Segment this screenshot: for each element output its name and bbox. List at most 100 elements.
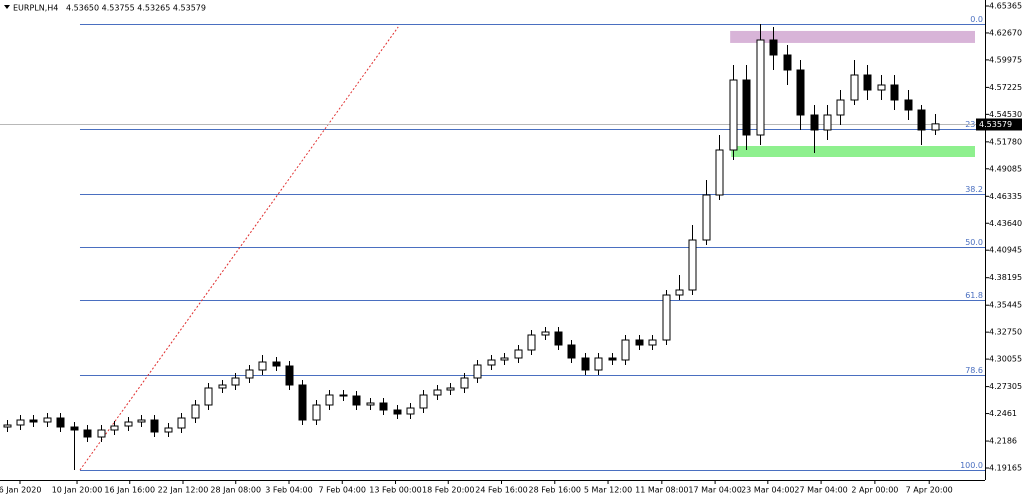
candle-body [419, 394, 428, 409]
candle-body [688, 239, 697, 291]
candle-body [352, 395, 361, 406]
candle-body [823, 114, 832, 131]
x-tick-label: 18 Feb 20:00 [422, 486, 474, 495]
candle-body [272, 361, 281, 367]
x-tick-label: 16 Jan 16:00 [104, 486, 155, 495]
candle-body [567, 344, 576, 359]
candle-body [796, 69, 805, 116]
y-tick-label: 4.19165 [989, 464, 1022, 473]
x-tick-label: 10 Jan 20:00 [52, 486, 103, 495]
y-tick-label: 4.2461 [989, 409, 1017, 418]
candle-body [218, 384, 227, 389]
candle-body [285, 365, 294, 386]
y-tick-label: 4.59975 [989, 55, 1022, 64]
x-tick-label: 27 Mar 04:00 [794, 486, 847, 495]
candle-body [29, 419, 38, 423]
x-tick-label: 23 Mar 04:00 [741, 486, 794, 495]
y-tick-label: 4.35445 [989, 301, 1022, 310]
candle-body [433, 389, 442, 396]
x-tick-label: 6 Jan 2020 [0, 486, 41, 495]
candle-body [245, 369, 254, 379]
candle-body [3, 424, 12, 428]
x-tick-label: 11 Mar 08:00 [635, 486, 688, 495]
candle-body [662, 294, 671, 341]
candle-body [715, 149, 724, 196]
candle-body [191, 404, 200, 419]
current-price-label: 4.53579 [979, 120, 1012, 129]
candle-body [581, 357, 590, 371]
candle-body [931, 123, 940, 131]
fib-label: 100.0 [960, 461, 983, 470]
candle-body [729, 79, 738, 151]
candle-body [554, 331, 563, 346]
symbol-menu-arrow[interactable] [4, 5, 10, 9]
x-tick-label: 3 Feb 04:00 [265, 486, 312, 495]
y-tick-label: 4.62670 [989, 28, 1022, 37]
x-tick-label: 2 Apr 00:00 [851, 486, 898, 495]
candle-body [675, 289, 684, 296]
y-tick-label: 4.32750 [989, 328, 1022, 337]
candle-body [863, 74, 872, 91]
candle-body [124, 421, 133, 427]
candle-body [917, 109, 926, 131]
trendline [79, 26, 399, 471]
x-tick-label: 28 Jan 08:00 [210, 486, 261, 495]
candle-body [527, 334, 536, 351]
y-tick-label: 4.2186 [989, 437, 1017, 446]
candle-body [648, 339, 657, 346]
candle-body [541, 331, 550, 336]
fib-label: 50.0 [965, 238, 983, 247]
x-tick-label: 7 Apr 20:00 [906, 486, 953, 495]
fib-label: 78.6 [965, 366, 983, 375]
candle-body [83, 429, 92, 438]
candle-body [312, 404, 321, 421]
candle-body [406, 407, 415, 415]
candle-body [810, 114, 819, 131]
candle-body [177, 417, 186, 429]
x-tick-label: 22 Jan 12:00 [158, 486, 209, 495]
fib-label: 38.2 [965, 185, 983, 194]
candle-body [298, 384, 307, 421]
candle-body [137, 419, 146, 423]
zone [731, 146, 975, 157]
symbol: EURPLN,H4 [13, 4, 58, 13]
fib-label: 0.0 [970, 15, 983, 24]
x-tick-label: 28 Feb 16:00 [529, 486, 581, 495]
x-tick-label: 5 Mar 12:00 [584, 486, 632, 495]
candle-body [850, 74, 859, 101]
candle-body [339, 394, 348, 397]
candle-body [500, 357, 509, 361]
candle-body [904, 99, 913, 111]
candle-body [110, 425, 119, 431]
candle-body [473, 364, 482, 379]
zone [730, 30, 975, 43]
x-tick-label: 13 Feb 00:00 [369, 486, 421, 495]
candle-body [446, 387, 455, 391]
y-tick-label: 4.65365 [989, 2, 1022, 11]
y-tick-label: 4.38195 [989, 273, 1022, 282]
candle-body [769, 39, 778, 56]
candle-body [164, 427, 173, 433]
candle-body [890, 84, 899, 101]
y-tick-label: 4.51780 [989, 137, 1022, 146]
candle-body [258, 361, 267, 371]
candle-body [379, 402, 388, 411]
candle-body [366, 402, 375, 406]
y-tick-label: 4.27305 [989, 382, 1022, 391]
candle-body [742, 79, 751, 136]
candle-body [56, 417, 65, 428]
candle-body [608, 357, 617, 361]
candle-body [150, 419, 159, 433]
y-tick-label: 4.57225 [989, 83, 1022, 92]
x-tick-label: 17 Mar 04:00 [688, 486, 741, 495]
current-price-box [976, 118, 1022, 131]
candle-body [756, 39, 765, 136]
candle-body [43, 417, 52, 423]
y-tick-label: 4.46335 [989, 192, 1022, 201]
candle-body [487, 359, 496, 366]
candle-body [393, 409, 402, 415]
candle-body [877, 84, 886, 91]
candle-body [16, 419, 25, 426]
